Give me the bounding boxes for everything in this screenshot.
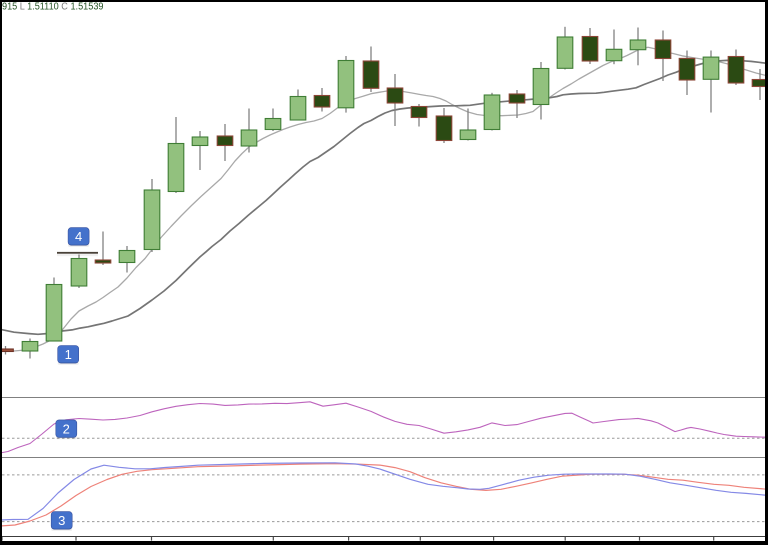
svg-text:4: 4 <box>75 229 82 244</box>
svg-text:3: 3 <box>58 513 65 528</box>
svg-text:2: 2 <box>63 422 70 437</box>
svg-text:915 L 1.51110 C 1.51539: 915 L 1.51110 C 1.51539 <box>2 1 104 12</box>
svg-text:1: 1 <box>65 347 72 362</box>
